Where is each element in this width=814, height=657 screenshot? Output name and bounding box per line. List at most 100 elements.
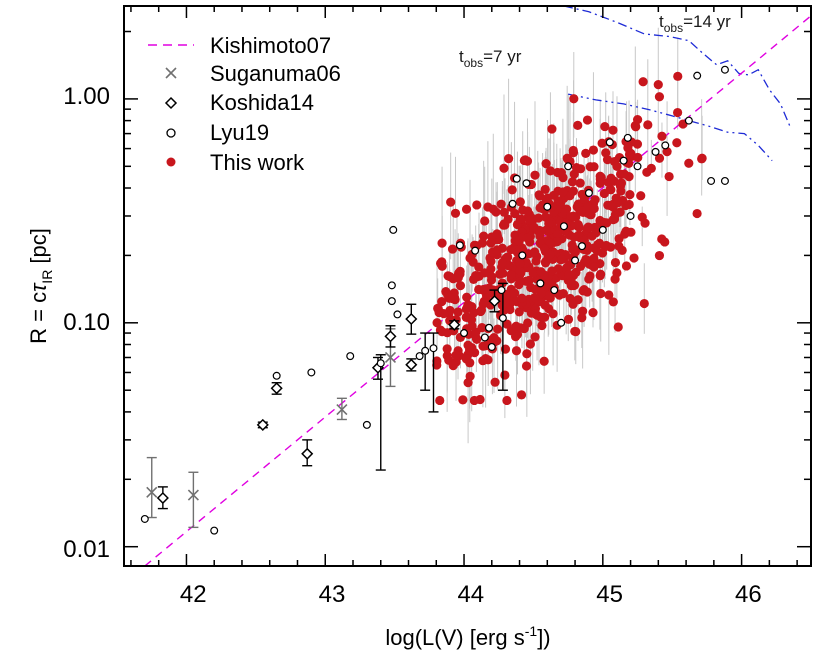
this-work-point — [612, 268, 622, 278]
this-work-point — [595, 178, 605, 188]
this-work-point — [567, 177, 578, 187]
this-work-point — [511, 321, 521, 331]
this-work-point — [479, 268, 490, 278]
this-work-point — [437, 257, 447, 267]
this-work-point — [453, 307, 463, 317]
this-work-point — [544, 290, 554, 300]
lyu19-point — [415, 352, 424, 361]
koshida14-point — [156, 491, 169, 505]
this-work-point — [540, 184, 550, 195]
this-work-point — [636, 191, 646, 201]
legend-marker-koshida14 — [164, 96, 178, 110]
this-work-point — [609, 176, 619, 186]
lyu19-point — [471, 246, 480, 255]
this-work-point — [530, 247, 540, 257]
this-work-point — [563, 314, 574, 324]
this-work-point — [579, 194, 589, 204]
this-work-point — [643, 120, 653, 130]
legend-marker-this-work — [166, 157, 176, 167]
lyu19-point — [518, 251, 527, 260]
this-work-point — [535, 231, 545, 241]
legend-label: Lyu19 — [210, 120, 269, 145]
this-work-point — [521, 361, 532, 371]
this-work-point — [530, 332, 540, 342]
lyu19-point — [389, 225, 398, 234]
this-work-point — [477, 238, 488, 248]
this-work-point — [654, 153, 665, 163]
this-work-point — [481, 284, 491, 294]
lyu19-point — [480, 333, 489, 342]
this-work-point — [568, 244, 578, 254]
this-work-point — [472, 334, 482, 345]
lyu19-point — [707, 176, 716, 185]
this-work-point — [568, 211, 579, 221]
lyu19-point — [455, 241, 464, 250]
this-work-point — [442, 344, 452, 354]
lyu19-point — [429, 344, 438, 353]
this-work-point — [488, 204, 498, 214]
lyu19-point — [684, 116, 693, 125]
this-work-point — [500, 370, 510, 380]
lyu19-point — [661, 141, 670, 150]
this-work-point — [619, 169, 629, 179]
this-work-point — [673, 107, 683, 118]
this-work-point — [626, 227, 636, 237]
lyu19-point — [626, 211, 635, 220]
this-work-point — [530, 293, 540, 303]
lyu19-point — [140, 514, 149, 523]
this-work-point — [522, 233, 532, 243]
this-work-point — [575, 261, 586, 271]
this-work-point — [517, 293, 527, 303]
this-work-point — [515, 277, 525, 287]
lyu19-point — [387, 281, 396, 290]
this-work-point — [600, 121, 610, 132]
y-tick-label: 1.00 — [63, 83, 110, 110]
lyu19-point — [619, 156, 628, 165]
this-work-point — [537, 320, 547, 331]
this-work-point — [522, 349, 532, 359]
this-work-point — [511, 346, 522, 356]
this-work-point — [541, 225, 551, 235]
this-work-point — [594, 238, 605, 248]
svg-text:R = cτIR [pc]: R = cτIR [pc] — [26, 228, 55, 344]
lyu19-point — [720, 176, 729, 185]
this-work-point — [446, 197, 456, 207]
this-work-point — [604, 290, 614, 300]
this-work-point — [623, 143, 633, 153]
this-work-point — [605, 184, 615, 194]
this-work-points — [432, 71, 707, 406]
this-work-point — [520, 155, 530, 165]
this-work-point — [653, 80, 663, 90]
x-tick-label: 45 — [596, 581, 623, 608]
this-work-point — [568, 148, 579, 158]
this-work-point — [558, 187, 568, 197]
x-axis-label: log(L(V) [erg s-1]) — [385, 623, 550, 650]
lyu19-point — [210, 526, 219, 535]
this-work-point — [608, 202, 618, 212]
this-work-point — [564, 269, 574, 279]
this-work-point — [461, 204, 472, 214]
this-work-point — [602, 155, 613, 165]
this-work-point — [547, 266, 557, 276]
this-work-point — [646, 163, 656, 173]
annotation-tobs-14yr: tobs=14 yr — [659, 12, 731, 35]
this-work-point — [637, 212, 647, 222]
lyu19-point — [557, 318, 566, 327]
this-work-point — [578, 306, 588, 316]
x-tick-label: 43 — [319, 581, 346, 608]
this-work-point — [442, 328, 452, 338]
this-work-point — [684, 158, 694, 168]
legend-marker-lyu19 — [166, 128, 176, 138]
this-work-point — [657, 234, 667, 244]
this-work-point — [566, 277, 576, 287]
this-work-point — [445, 271, 455, 282]
this-work-point — [510, 208, 520, 219]
this-work-point — [589, 203, 599, 214]
this-work-point — [614, 241, 624, 251]
lyu19-point — [421, 346, 430, 355]
this-work-point — [621, 261, 632, 271]
koshida14-point — [270, 382, 283, 395]
this-work-point — [613, 322, 623, 332]
this-work-point — [563, 155, 573, 165]
this-work-point — [535, 191, 545, 201]
